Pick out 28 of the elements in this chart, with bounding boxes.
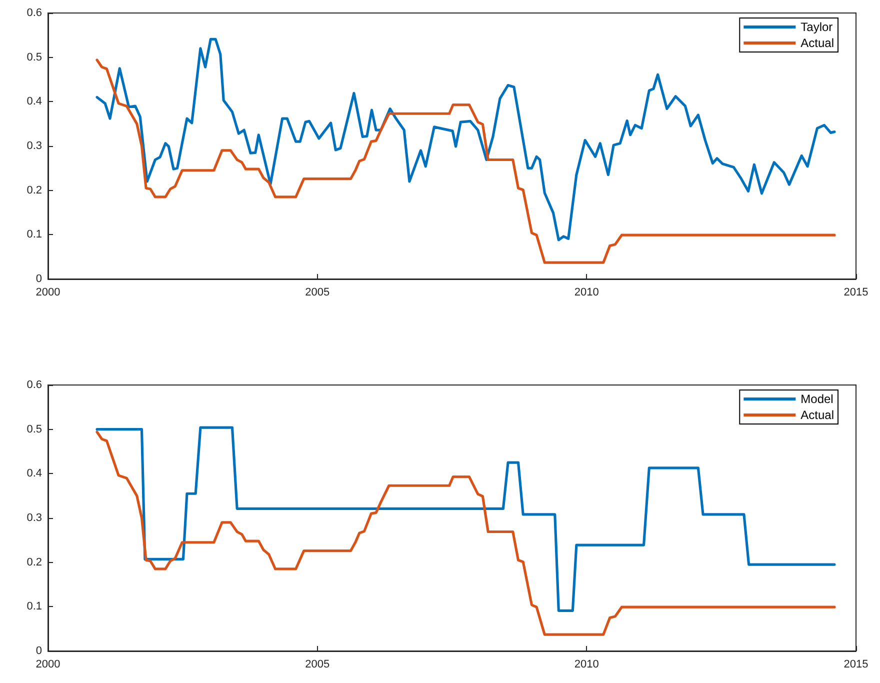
y-tick-label: 0.2 xyxy=(26,556,42,568)
y-tick-label: 0.5 xyxy=(26,423,42,436)
y-tick-label: 0 xyxy=(36,645,42,657)
y-tick-label: 0.4 xyxy=(26,468,42,480)
y-tick-label: 0.6 xyxy=(26,379,42,391)
line-series xyxy=(96,38,836,242)
x-tick-label: 2010 xyxy=(574,286,599,298)
legend-label: Model xyxy=(800,392,834,406)
legend-label: Taylor xyxy=(800,20,833,34)
x-tick-label: 2015 xyxy=(844,286,868,298)
x-tick-label: 2000 xyxy=(36,286,60,298)
line-series xyxy=(96,58,836,264)
legend-label: Actual xyxy=(800,408,834,422)
legend-label: Actual xyxy=(800,36,834,50)
y-tick-label: 0.5 xyxy=(26,51,42,64)
x-tick-label: 2005 xyxy=(305,658,330,670)
y-tick-label: 0.4 xyxy=(26,96,42,108)
x-tick-label: 2000 xyxy=(36,658,60,670)
y-tick-label: 0.1 xyxy=(26,600,42,613)
y-tick-label: 0.6 xyxy=(26,7,42,19)
y-tick-label: 0.3 xyxy=(26,140,42,152)
y-tick-label: 0.2 xyxy=(26,184,42,196)
y-tick-label: 0.3 xyxy=(26,512,42,524)
x-tick-label: 2005 xyxy=(305,286,330,298)
y-tick-label: 0 xyxy=(36,273,42,285)
x-tick-label: 2015 xyxy=(844,658,868,670)
x-tick-label: 2010 xyxy=(574,658,599,670)
y-tick-label: 0.1 xyxy=(26,228,42,241)
